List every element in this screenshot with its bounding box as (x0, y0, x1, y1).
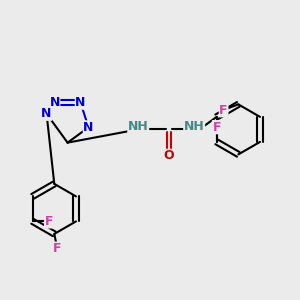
Text: N: N (50, 96, 60, 109)
Text: N: N (83, 121, 94, 134)
Text: N: N (75, 96, 86, 109)
Text: N: N (41, 107, 52, 120)
Text: F: F (219, 104, 228, 117)
Text: F: F (45, 215, 53, 228)
Text: O: O (164, 149, 175, 162)
Text: NH: NH (184, 120, 205, 133)
Text: F: F (53, 242, 61, 255)
Text: NH: NH (128, 120, 148, 133)
Text: F: F (212, 121, 221, 134)
